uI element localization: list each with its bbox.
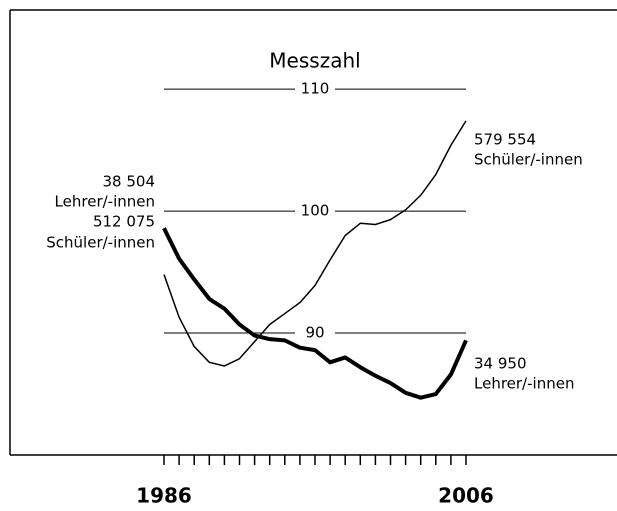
annotation: 38 504	[103, 173, 156, 191]
tick-label-bg	[295, 80, 335, 99]
tick-label-bg	[295, 202, 335, 221]
series-line	[163, 120, 467, 367]
x-tick-label: 1986	[136, 484, 192, 508]
annotation: Schüler/-innen	[46, 234, 155, 252]
annotation: 512 075	[93, 213, 155, 231]
y-tick-label: 90	[305, 324, 324, 342]
x-tick-label: 2006	[438, 484, 494, 508]
annotation: Lehrer/-innen	[474, 375, 574, 393]
annotation: 34 950	[474, 355, 527, 373]
annotation: 579 554	[474, 131, 536, 149]
series-line	[162, 227, 468, 400]
chart-title: Messzahl	[269, 49, 360, 73]
annotation: Schüler/-innen	[474, 151, 583, 169]
y-tick-label: 110	[301, 80, 330, 98]
annotation: Lehrer/-innen	[55, 193, 155, 211]
tick-label-bg	[295, 324, 335, 343]
y-tick-label: 100	[301, 202, 330, 220]
